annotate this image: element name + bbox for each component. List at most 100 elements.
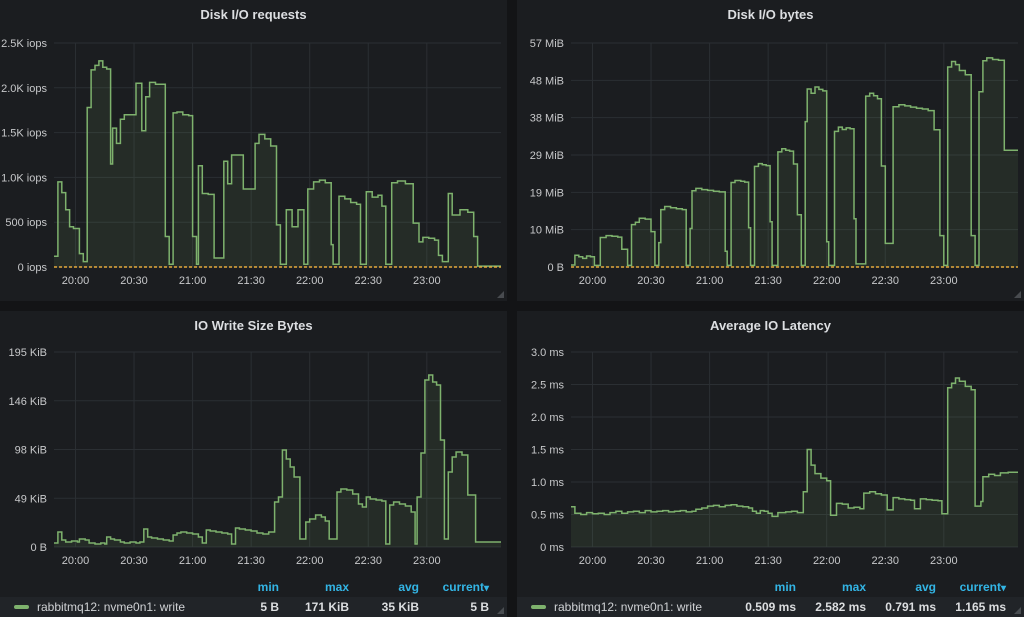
panel-resize-handle-icon[interactable] (1014, 607, 1021, 614)
y-axis-tick-label: 29 MiB (530, 150, 564, 162)
panel-title-io-write-size-bytes[interactable]: IO Write Size Bytes (194, 318, 313, 333)
series-group (571, 377, 1018, 547)
legend-value-max: 2.582 ms (815, 600, 866, 614)
x-axis-tick-label: 21:30 (237, 275, 265, 287)
legend-header: min max avg current▾ (0, 577, 507, 597)
panel-title-average-io-latency[interactable]: Average IO Latency (710, 318, 831, 333)
axis-labels: 0 B 49 KiB 98 KiB 146 KiB 195 KiB 20:00 20:30 2… (8, 347, 440, 567)
y-axis-tick-label: 19 MiB (530, 187, 564, 199)
y-axis-tick-label: 0.5 ms (531, 510, 565, 522)
sort-caret-icon: ▾ (483, 583, 489, 594)
x-axis-tick-label: 20:30 (120, 555, 148, 567)
series-line (571, 57, 1018, 267)
x-axis-tick-label: 20:00 (579, 275, 607, 287)
y-axis-tick-label: 0 iops (18, 262, 48, 274)
y-axis-tick-label: 2.0K iops (1, 83, 47, 95)
legend-row: rabbitmq12: nvme0n1: write 0.509 ms 2.58… (517, 597, 1024, 617)
axis-labels: 0 iops 500 iops 1.0K iops 1.5K iops 2.0K iop… (1, 38, 440, 287)
y-axis-tick-label: 49 KiB (15, 493, 47, 505)
y-axis-tick-label: 0 ms (540, 542, 564, 554)
x-axis-tick-label: 21:30 (754, 275, 782, 287)
chart-average-io-latency[interactable]: 0 ms 0.5 ms 1.0 ms 1.5 ms 2.0 ms 2.5 ms 3.0 ms… (517, 337, 1024, 577)
x-axis-tick-label: 21:00 (696, 555, 724, 567)
chart-io-write-size-bytes[interactable]: 0 B 49 KiB 98 KiB 146 KiB 195 KiB 20:00 20:30 2… (0, 337, 507, 577)
panel-title-disk-io-bytes[interactable]: Disk I/O bytes (727, 7, 814, 22)
y-axis-tick-label: 195 KiB (8, 347, 47, 359)
legend-value-current: 1.165 ms (955, 600, 1006, 614)
legend-sort-min[interactable]: min (257, 580, 279, 594)
y-axis-tick-label: 0 B (547, 262, 564, 274)
x-axis-tick-label: 20:00 (62, 275, 90, 287)
y-axis-tick-label: 0 B (30, 542, 47, 554)
y-axis-tick-label: 48 MiB (530, 75, 564, 87)
y-axis-tick-label: 3.0 ms (531, 347, 565, 359)
series-fill (54, 375, 501, 547)
legend-value-max: 171 KiB (304, 600, 349, 614)
panel-io-write-size-bytes: IO Write Size Bytes 0 B 49 KiB 98 KiB 146 K… (0, 311, 507, 617)
legend-sort-current[interactable]: current▾ (419, 580, 489, 594)
legend-value-min: 5 B (260, 600, 279, 614)
legend-row: rabbitmq12: nvme0n1: write 5 B 171 KiB 3… (0, 597, 507, 617)
gridlines (54, 351, 501, 548)
y-axis-tick-label: 10 MiB (530, 225, 564, 237)
panel-average-io-latency: Average IO Latency 0 ms 0.5 ms 1.0 ms 1.5 m… (517, 311, 1024, 617)
x-axis-tick-label: 21:00 (179, 555, 207, 567)
legend-sort-min[interactable]: min (774, 580, 796, 594)
legend-value-avg: 35 KiB (381, 600, 419, 614)
x-axis-tick-label: 20:00 (579, 555, 607, 567)
y-axis-tick-label: 2.5K iops (1, 38, 47, 50)
panel-disk-io-bytes: Disk I/O bytes 0 B 10 MiB 19 MiB 29 MiB 38 M… (517, 0, 1024, 301)
series-group (571, 57, 1018, 268)
x-axis-tick-label: 23:00 (930, 275, 958, 287)
series-line (54, 374, 501, 545)
axis-labels: 0 ms 0.5 ms 1.0 ms 1.5 ms 2.0 ms 2.5 ms 3.0 ms… (531, 347, 958, 567)
series-fill (571, 57, 1018, 268)
x-axis-tick-label: 20:30 (120, 275, 148, 287)
legend-sort-avg[interactable]: avg (398, 580, 419, 594)
series-name[interactable]: rabbitmq12: nvme0n1: write (37, 600, 186, 614)
legend-value-avg: 0.791 ms (885, 600, 936, 614)
x-axis-tick-label: 21:30 (754, 555, 782, 567)
legend-sort-max[interactable]: max (841, 580, 866, 594)
panel-resize-handle-icon[interactable] (497, 291, 504, 298)
x-axis-tick-label: 23:00 (413, 555, 441, 567)
legend-sort-current-label: current (959, 580, 1001, 594)
x-axis-tick-label: 22:30 (355, 555, 383, 567)
y-axis-tick-label: 1.0K iops (1, 172, 47, 184)
y-axis-tick-label: 38 MiB (530, 113, 564, 125)
series-name[interactable]: rabbitmq12: nvme0n1: write (554, 600, 703, 614)
sort-caret-icon: ▾ (1000, 583, 1006, 594)
legend-sort-avg[interactable]: avg (915, 580, 936, 594)
legend-table: min max avg current▾ rabbitmq12: nvme0n1… (517, 577, 1024, 617)
x-axis-tick-label: 21:00 (696, 275, 724, 287)
series-fill (54, 60, 501, 268)
panel-resize-handle-icon[interactable] (1014, 291, 1021, 298)
x-axis-tick-label: 22:00 (296, 555, 324, 567)
y-axis-tick-label: 1.5 ms (531, 445, 565, 457)
y-axis-tick-label: 500 iops (5, 217, 47, 229)
panel-resize-handle-icon[interactable] (497, 607, 504, 614)
y-axis-tick-label: 1.0 ms (531, 477, 565, 489)
gridlines (54, 42, 501, 268)
legend-sort-current[interactable]: current▾ (936, 580, 1006, 594)
x-axis-tick-label: 20:00 (62, 555, 90, 567)
y-axis-tick-label: 146 KiB (8, 396, 47, 408)
legend-sort-max[interactable]: max (324, 580, 349, 594)
x-axis-tick-label: 21:00 (179, 275, 207, 287)
legend-header: min max avg current▾ (517, 577, 1024, 597)
x-axis-tick-label: 22:00 (813, 275, 841, 287)
x-axis-tick-label: 22:30 (872, 275, 900, 287)
series-swatch-icon[interactable] (531, 605, 546, 609)
x-axis-tick-label: 22:00 (296, 275, 324, 287)
chart-disk-io-bytes[interactable]: 0 B 10 MiB 19 MiB 29 MiB 38 MiB 48 MiB 57 MiB 2… (517, 26, 1024, 301)
x-axis-tick-label: 21:30 (237, 555, 265, 567)
series-swatch-icon[interactable] (14, 605, 29, 609)
legend-sort-current-label: current (442, 580, 484, 594)
y-axis-tick-label: 2.0 ms (531, 412, 565, 424)
x-axis-tick-label: 22:00 (813, 555, 841, 567)
series-group (54, 374, 501, 547)
panel-title-disk-io-requests[interactable]: Disk I/O requests (200, 7, 307, 22)
y-axis-tick-label: 57 MiB (530, 38, 564, 50)
chart-disk-io-requests[interactable]: 0 iops 500 iops 1.0K iops 1.5K iops 2.0K iop… (0, 26, 507, 301)
